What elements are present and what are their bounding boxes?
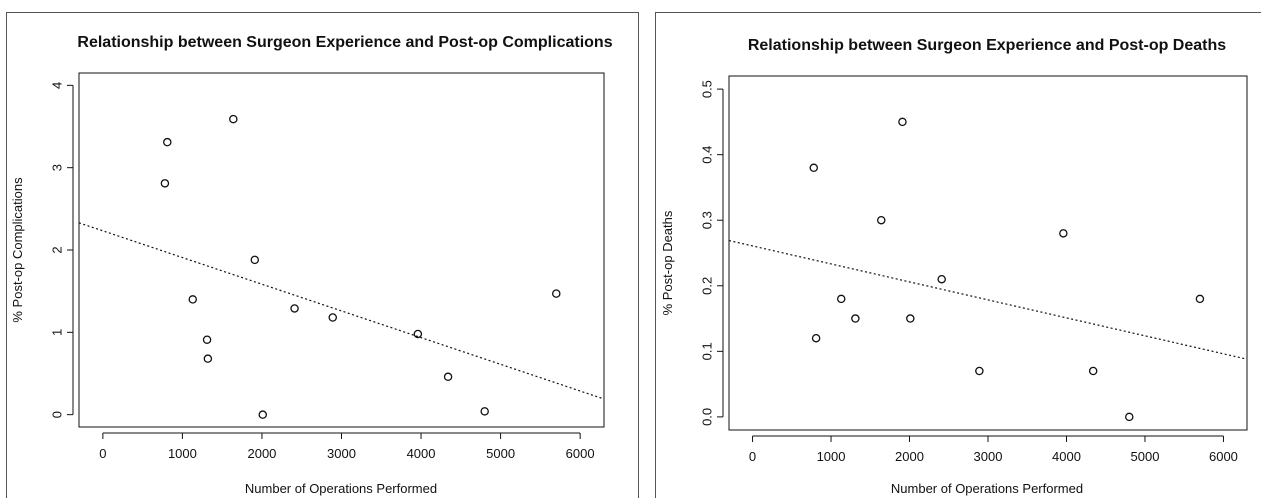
y-axis-label: % Post-op Deaths [660, 210, 675, 315]
x-tick-label: 6000 [1209, 449, 1238, 464]
y-axis: 0 1 2 3 4 [50, 82, 74, 418]
data-point [1059, 229, 1068, 238]
data-point [877, 215, 886, 225]
data-point [202, 335, 212, 344]
chart-title: Relationship between Surgeon Experience … [77, 34, 612, 51]
data-point [163, 137, 172, 147]
data-point [328, 313, 337, 322]
x-tick-label: 2000 [895, 449, 924, 464]
y-tick-label: 3 [50, 164, 65, 171]
x-tick-label: 4000 [407, 446, 436, 461]
complications-chart: Relationship between Surgeon Experience … [10, 34, 613, 496]
data-point [290, 304, 299, 313]
plot-frame [728, 75, 1248, 431]
x-tick-label: 5000 [1131, 449, 1160, 464]
x-tick-label: 3000 [974, 449, 1003, 464]
data-point [836, 294, 846, 304]
y-tick-label: 0.4 [700, 146, 715, 164]
x-tick-label: 6000 [566, 446, 595, 461]
deaths-chart-panel: Relationship between Surgeon Experience … [655, 12, 1261, 498]
y-axis: 0.0 0.1 0.2 0.3 0.4 0.5 [700, 80, 724, 426]
x-axis-label: Number of Operations Performed [891, 481, 1083, 496]
complications-chart-panel: Relationship between Surgeon Experience … [6, 12, 639, 498]
data-point [203, 354, 213, 363]
data-point [413, 329, 423, 339]
data-point [160, 179, 170, 188]
data-point [188, 295, 197, 304]
x-tick-label: 0 [99, 446, 106, 461]
data-point [937, 274, 946, 284]
x-tick-label: 1000 [168, 446, 197, 461]
data-point [975, 366, 984, 376]
x-tick-label: 2000 [247, 446, 276, 461]
data-point [552, 289, 561, 298]
y-axis-label: % Post-op Complications [10, 177, 25, 323]
data-point [1088, 366, 1098, 376]
y-tick-label: 0.3 [700, 211, 715, 229]
x-axis: 0 1000 2000 3000 4000 5000 6000 [99, 432, 595, 461]
data-point [250, 255, 260, 265]
trend-line [728, 239, 1248, 360]
x-tick-label: 1000 [817, 449, 846, 464]
y-tick-label: 0.5 [700, 80, 715, 98]
x-tick-label: 0 [749, 449, 756, 464]
data-point [443, 372, 453, 382]
data-point [906, 314, 915, 323]
y-tick-label: 0.0 [700, 408, 715, 426]
trend-line [78, 222, 605, 400]
y-tick-label: 1 [50, 329, 65, 336]
y-tick-label: 0 [50, 411, 65, 418]
data-points [809, 117, 1205, 422]
data-point [1195, 294, 1205, 304]
data-point [851, 314, 860, 323]
x-axis: 0 1000 2000 3000 4000 5000 6000 [749, 435, 1238, 464]
chart-title: Relationship between Surgeon Experience … [748, 37, 1226, 54]
plot-frame [78, 72, 605, 428]
y-tick-label: 0.2 [700, 277, 715, 295]
data-point [898, 117, 907, 127]
data-point [258, 410, 267, 419]
data-points [160, 114, 561, 419]
y-tick-label: 0.1 [700, 342, 715, 360]
x-tick-label: 4000 [1052, 449, 1081, 464]
deaths-chart: Relationship between Surgeon Experience … [660, 37, 1248, 496]
data-point [229, 114, 238, 124]
x-tick-label: 5000 [486, 446, 515, 461]
y-tick-label: 4 [50, 82, 65, 89]
x-tick-label: 3000 [327, 446, 356, 461]
data-point [809, 163, 819, 173]
x-axis-label: Number of Operations Performed [245, 481, 437, 496]
y-tick-label: 2 [50, 246, 65, 253]
data-point [811, 333, 821, 343]
data-point [480, 407, 489, 416]
data-point [1125, 412, 1134, 422]
